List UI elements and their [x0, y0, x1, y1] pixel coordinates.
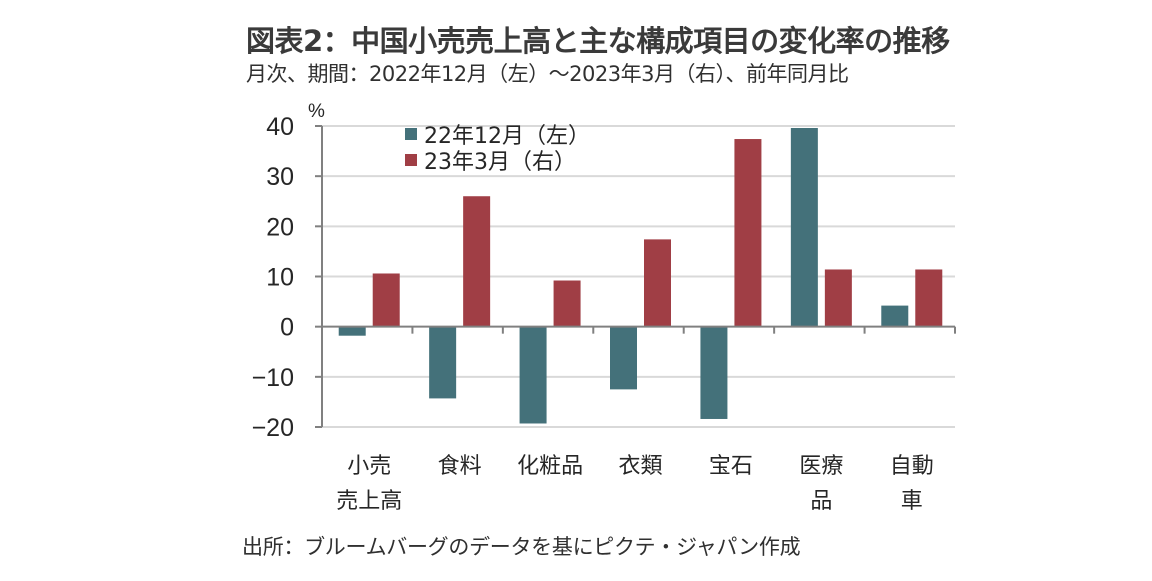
- bar-dec22-1: [429, 326, 457, 399]
- x-category-label: 品: [810, 489, 832, 514]
- legend-swatch-mar23: [405, 154, 417, 166]
- x-category-label: 小売: [347, 454, 391, 479]
- y-tick-label: 10: [266, 264, 294, 292]
- bars: [338, 128, 943, 424]
- gridlines: [322, 125, 955, 428]
- x-category-label: 化粧品: [517, 454, 583, 479]
- bar-mar23-1: [463, 196, 491, 327]
- y-tick-label: −10: [252, 364, 294, 392]
- legend-label-mar23: 23年3月（右）: [424, 150, 576, 175]
- x-category-label: 食料: [438, 454, 482, 479]
- bar-mar23-2: [553, 280, 581, 327]
- bar-mar23-0: [372, 273, 400, 327]
- bar-dec22-4: [700, 326, 728, 419]
- bar-mar23-3: [644, 239, 671, 327]
- chart-subtitle: 月次、期間：2022年12月（左）～2023年3月（右）、前年同月比: [246, 62, 849, 86]
- source-note: 出所：ブルームバーグのデータを基にピクテ・ジャパン作成: [242, 535, 801, 559]
- bar-dec22-5: [790, 128, 818, 327]
- x-category-label: 衣類: [618, 454, 662, 479]
- bar-dec22-3: [610, 326, 637, 390]
- y-tick-label: 20: [266, 213, 294, 241]
- x-category-label: 車: [901, 489, 923, 514]
- bar-dec22-0: [338, 326, 366, 336]
- labels: 40 30 20 10 0 −10 −20 小売売上高 食料 化粧品 衣類 宝石 医療品 自動車: [252, 113, 934, 514]
- axes: [315, 125, 956, 428]
- bar-mar23-6: [915, 269, 943, 327]
- y-tick-label: −20: [252, 414, 294, 442]
- x-category-label: 自動: [890, 454, 934, 479]
- y-axis-unit-label: %: [308, 101, 325, 122]
- bar-mar23-5: [824, 269, 852, 327]
- y-tick-label: 0: [280, 314, 294, 342]
- bar-dec22-2: [519, 326, 547, 424]
- legend-label-dec22: 22年12月（左）: [424, 124, 590, 149]
- x-category-label: 売上高: [336, 489, 402, 514]
- y-tick-label: 30: [266, 163, 294, 191]
- legend: 22年12月（左） 23年3月（右）: [405, 124, 590, 175]
- legend-swatch-dec22: [405, 128, 417, 140]
- x-category-label: 医療: [799, 454, 843, 479]
- y-tick-label: 40: [266, 113, 294, 141]
- x-category-label: 宝石: [709, 454, 753, 479]
- chart-title: 図表2：中国小売売上高と主な構成項目の変化率の推移: [246, 24, 950, 58]
- bar-dec22-6: [881, 305, 909, 327]
- bar-mar23-4: [734, 139, 762, 327]
